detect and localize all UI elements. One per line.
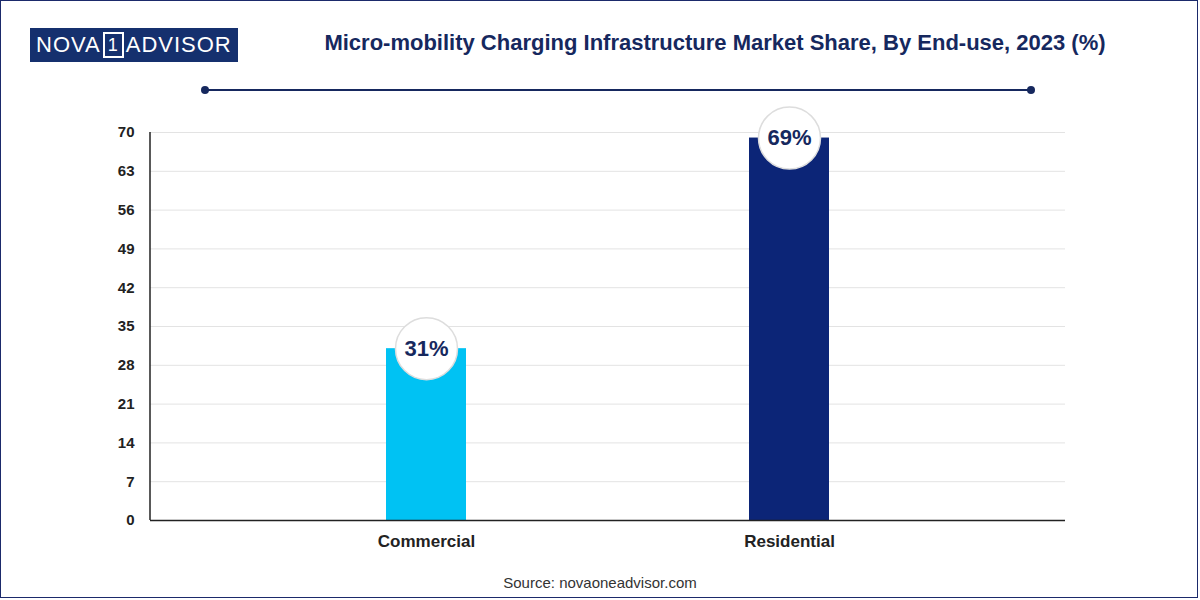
svg-text:35: 35 (118, 317, 135, 334)
svg-text:49: 49 (118, 240, 135, 257)
svg-text:Commercial: Commercial (378, 532, 475, 551)
svg-text:42: 42 (118, 279, 135, 296)
svg-text:7: 7 (126, 473, 134, 490)
svg-text:69%: 69% (767, 125, 811, 150)
html-text:Micro-mobility Charging Infras: Micro-mobility Charging Infrastructure M… (324, 30, 1106, 55)
svg-text:56: 56 (118, 201, 135, 218)
html-text:Source: novaoneadvisor.com: Source: novaoneadvisor.com (503, 574, 697, 591)
svg-text:70: 70 (118, 123, 135, 140)
svg-text:21: 21 (118, 395, 135, 412)
svg-text:63: 63 (118, 162, 135, 179)
svg-text:Residential: Residential (744, 532, 835, 551)
svg-text:28: 28 (118, 356, 135, 373)
svg-text:31%: 31% (404, 336, 448, 361)
svg-text:14: 14 (118, 434, 135, 451)
svg-text:0: 0 (126, 511, 134, 528)
html-text:NOVA 1 ADVISOR: NOVA 1 ADVISOR (36, 32, 232, 57)
